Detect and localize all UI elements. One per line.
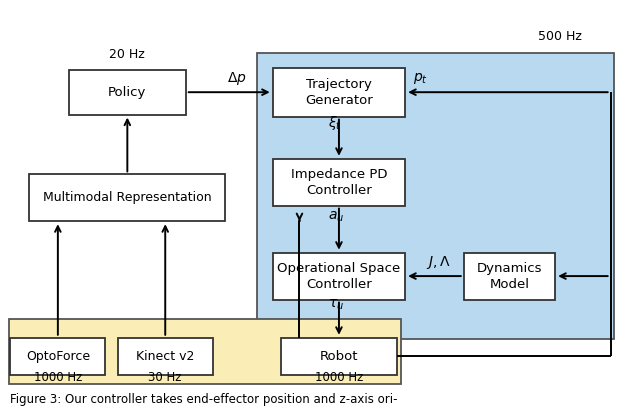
Bar [118, 338, 212, 375]
Text: $\xi_t$: $\xi_t$ [328, 115, 342, 132]
Text: $J, \Lambda$: $J, \Lambda$ [426, 254, 451, 271]
Text: 500 Hz: 500 Hz [538, 30, 582, 43]
Bar [280, 338, 397, 375]
Text: $\tau_u$: $\tau_u$ [328, 298, 344, 312]
Bar [273, 68, 405, 117]
Bar [10, 338, 105, 375]
Text: $\Delta p$: $\Delta p$ [227, 70, 246, 87]
Text: 30 Hz: 30 Hz [148, 372, 182, 384]
Text: Policy: Policy [108, 86, 147, 99]
Text: Dynamics
Model: Dynamics Model [477, 261, 542, 291]
Text: Trajectory
Generator: Trajectory Generator [305, 78, 373, 107]
Text: Figure 3: Our controller takes end-effector position and z-axis ori-: Figure 3: Our controller takes end-effec… [10, 393, 398, 406]
Text: 20 Hz: 20 Hz [109, 48, 145, 61]
Text: 1000 Hz: 1000 Hz [315, 372, 363, 384]
Bar [29, 174, 225, 221]
Text: OptoForce: OptoForce [26, 350, 90, 363]
Bar [273, 253, 405, 300]
Bar [257, 53, 614, 339]
Bar [69, 70, 186, 115]
Text: 1000 Hz: 1000 Hz [34, 372, 82, 384]
Text: Operational Space
Controller: Operational Space Controller [277, 261, 401, 291]
Text: Multimodal Representation: Multimodal Representation [43, 192, 212, 204]
Text: $a_u$: $a_u$ [328, 210, 344, 224]
Bar [464, 253, 556, 300]
Text: Robot: Robot [320, 350, 358, 363]
Text: Kinect v2: Kinect v2 [136, 350, 195, 363]
Bar [273, 159, 405, 206]
Text: $p_t$: $p_t$ [413, 71, 428, 85]
Bar [9, 319, 401, 384]
Text: Impedance PD
Controller: Impedance PD Controller [291, 168, 387, 197]
